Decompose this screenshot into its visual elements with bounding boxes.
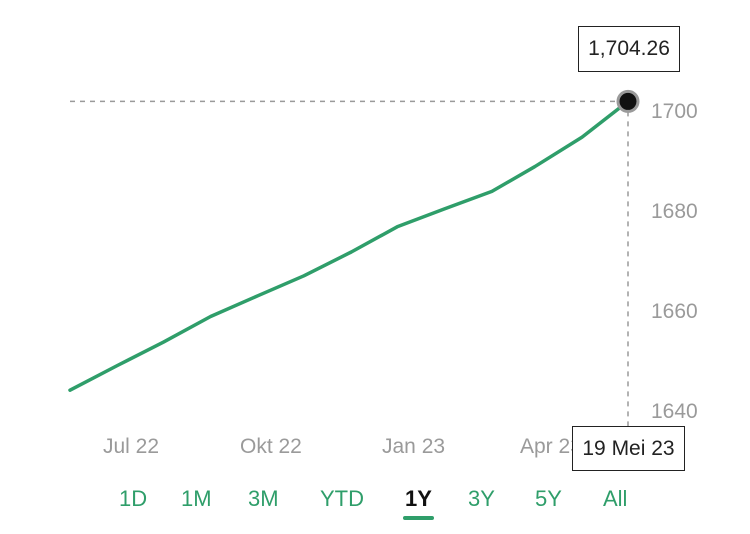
range-tab-ytd[interactable]: YTD (320, 486, 364, 511)
y-tick-label: 1680 (651, 200, 698, 223)
x-tick-label: Okt 22 (240, 435, 302, 458)
x-tick-label: Apr 23 (520, 435, 582, 458)
y-tick-label: 1660 (651, 300, 698, 323)
crosshair-point-marker[interactable] (616, 89, 640, 113)
y-tick-label: 1640 (651, 400, 698, 423)
range-tab-3m[interactable]: 3M (248, 486, 279, 511)
time-range-selector: 1D 1M 3M YTD 1Y 3Y 5Y All (0, 486, 750, 526)
x-tick-label: Jan 23 (382, 435, 446, 458)
tooltip-date-box: 19 Mei 23 (572, 426, 685, 471)
price-line (68, 99, 630, 392)
range-tab-5y[interactable]: 5Y (535, 486, 562, 511)
tooltip-value-box: 1,704.26 (578, 26, 680, 72)
range-tab-all[interactable]: All (603, 486, 628, 511)
y-tick-label: 1700 (651, 100, 698, 123)
range-tab-1m[interactable]: 1M (181, 486, 212, 511)
tooltip-date: 19 Mei 23 (582, 436, 675, 460)
x-tick-label: Jul 22 (103, 435, 160, 458)
tooltip-value: 1,704.26 (588, 37, 670, 60)
range-tab-3y[interactable]: 3Y (468, 486, 495, 511)
range-tab-1d[interactable]: 1D (119, 486, 148, 511)
range-tab-1y[interactable]: 1Y (403, 486, 434, 520)
